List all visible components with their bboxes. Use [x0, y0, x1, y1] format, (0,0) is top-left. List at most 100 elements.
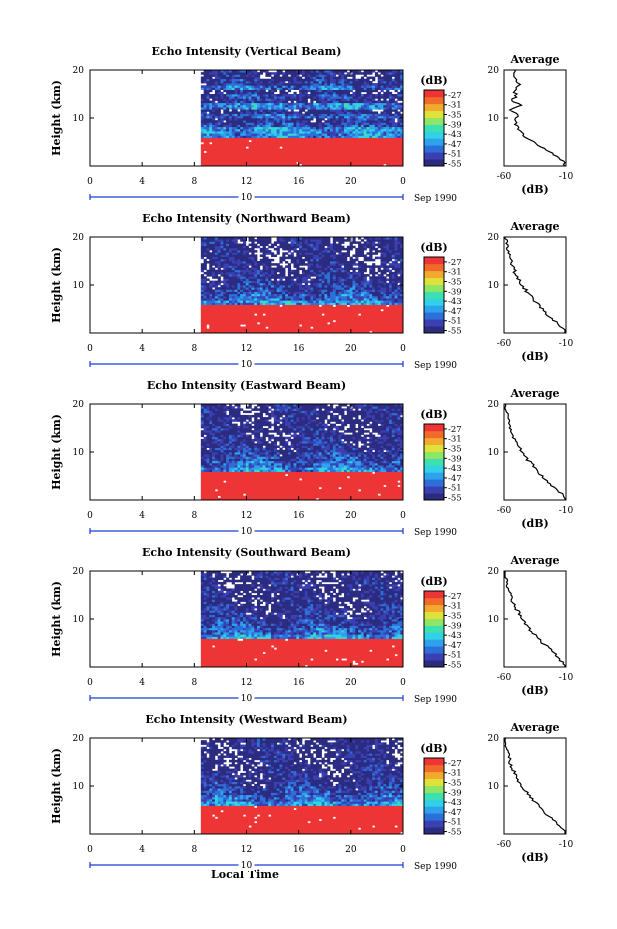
heatmap-cell: [259, 319, 263, 323]
heatmap-cell: [397, 137, 401, 141]
heatmap-cell: [231, 289, 235, 292]
heatmap-cell: [301, 72, 306, 75]
heatmap-cell: [321, 309, 325, 312]
heatmap-cell: [360, 78, 365, 82]
heatmap-cell: [380, 285, 384, 288]
heatmap-cell: [330, 280, 334, 284]
heatmap-cell: [397, 78, 401, 82]
heatmap-cell: [358, 306, 362, 310]
heatmap-cell: [206, 109, 210, 112]
heatmap-cell: [282, 128, 286, 132]
heatmap-cell: [240, 126, 244, 130]
heatmap-cell: [251, 328, 255, 332]
heatmap-cell: [301, 289, 306, 292]
heatmap-cell: [332, 324, 336, 327]
heatmap-cell: [388, 293, 393, 297]
heatmap-cell: [226, 282, 230, 286]
heatmap-cell: [251, 289, 255, 292]
heatmap-cell: [203, 317, 207, 321]
heatmap-cell: [214, 146, 219, 149]
heatmap-cell: [391, 155, 395, 158]
heatmap-cell: [400, 295, 404, 299]
heatmap-cell: [310, 80, 314, 84]
heatmap-cell: [290, 104, 294, 108]
heatmap-cell: [324, 126, 328, 130]
heatmap-cell: [290, 159, 294, 162]
heatmap-cell: [206, 74, 210, 77]
heatmap-cell: [394, 291, 398, 295]
heatmap-cell: [228, 315, 233, 319]
heatmap-cell: [259, 96, 263, 99]
heatmap-cell: [290, 83, 294, 86]
heatmap-cell: [293, 322, 297, 325]
heatmap-cell: [391, 152, 395, 156]
heatmap-cell: [358, 124, 362, 128]
heatmap-cell: [296, 322, 300, 325]
heatmap-cell: [245, 72, 249, 75]
heatmap-cell: [366, 155, 370, 158]
heatmap-cell: [248, 135, 252, 138]
heatmap-cell: [237, 291, 241, 295]
heatmap-cell: [203, 287, 207, 290]
heatmap-cell: [220, 287, 224, 290]
heatmap-cell: [332, 102, 336, 106]
heatmap-cell: [369, 319, 373, 323]
heatmap-cell: [355, 157, 359, 160]
colorbar-tick-label: -55: [448, 160, 462, 170]
heatmap-cell: [301, 150, 306, 154]
colorbar-swatch: [424, 145, 444, 153]
heatmap-cell: [237, 295, 241, 299]
heatmap-cell: [268, 124, 272, 128]
heatmap-cell: [273, 152, 278, 156]
heatmap-cell: [341, 159, 345, 162]
heatmap-cell: [394, 326, 398, 329]
heatmap-cell: [400, 291, 404, 295]
heatmap-cell: [349, 274, 353, 277]
heatmap-cell: [341, 76, 345, 80]
heatmap-cell: [287, 115, 292, 119]
heatmap-cell: [338, 330, 342, 334]
heatmap-cell: [209, 163, 213, 167]
heatmap-cell: [262, 94, 266, 97]
heatmap-cell: [315, 131, 320, 134]
heatmap-cell: [380, 282, 384, 286]
heatmap-cell: [394, 300, 398, 303]
heatmap-cell: [296, 163, 300, 167]
heatmap-cell: [228, 152, 233, 156]
heatmap-cell: [377, 322, 381, 325]
heatmap-cell: [321, 102, 325, 106]
heatmap-cell: [262, 142, 266, 145]
heatmap-cell: [332, 89, 336, 93]
heatmap-cell: [245, 311, 249, 314]
heatmap-cell: [212, 122, 216, 125]
heatmap-cell: [346, 146, 351, 149]
heatmap-cell: [332, 163, 336, 167]
heatmap-cell: [324, 328, 328, 332]
heatmap-cell: [271, 282, 275, 286]
heatmap-cell: [226, 315, 230, 319]
heatmap-cell: [271, 280, 275, 284]
heatmap-cell: [335, 111, 339, 114]
heatmap-cell: [234, 89, 238, 93]
heatmap-cell: [335, 298, 339, 301]
heatmap-cell: [279, 157, 283, 160]
heatmap-cell: [304, 324, 308, 327]
heatmap-cell: [397, 300, 401, 303]
heatmap-cell: [374, 74, 379, 77]
heatmap-cell: [391, 98, 395, 101]
heatmap-cell: [282, 161, 286, 165]
heatmap-cell: [203, 300, 207, 303]
heatmap-cell: [374, 115, 379, 119]
heatmap-cell: [352, 311, 356, 314]
heatmap-cell: [226, 94, 230, 97]
colorbar-swatch: [424, 124, 444, 132]
heatmap-cell: [282, 285, 286, 288]
heatmap-cell: [366, 87, 370, 90]
heatmap-cell: [296, 83, 300, 86]
heatmap-cell: [271, 163, 275, 167]
heatmap-cell: [231, 282, 235, 286]
heatmap-cell: [321, 311, 325, 314]
heatmap-cell: [245, 104, 249, 108]
heatmap-cell: [341, 91, 345, 95]
heatmap-cell: [324, 289, 328, 292]
